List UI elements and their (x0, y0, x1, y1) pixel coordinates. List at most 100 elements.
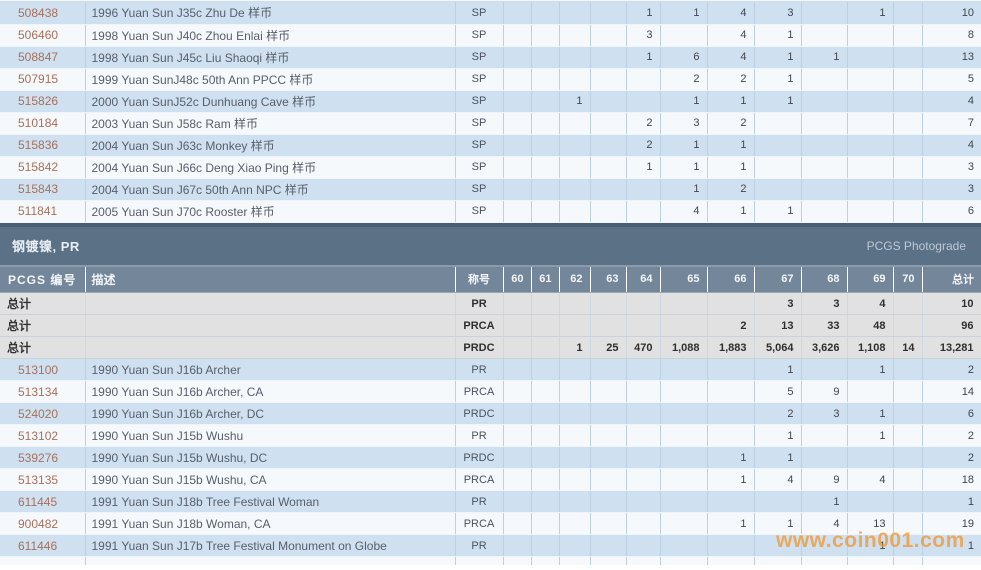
grade-60-cell (503, 314, 532, 337)
table-row: 513102 1990 Yuan Sun J15b Wushu PR 1 1 2 (0, 424, 981, 447)
col-header-grade-70: 70 (893, 266, 923, 293)
grade-65-cell: 1,088 (660, 336, 708, 359)
pcgs-number-link[interactable]: 611446 (0, 534, 86, 557)
pcgs-number-link[interactable]: 900482 (0, 512, 86, 535)
table-row: 611446 1991 Yuan Sun J17b Tree Festival M… (0, 534, 981, 557)
coin-description: 1990 Yuan Sun J15b Wushu, DC (85, 446, 456, 469)
grade-66-cell (707, 380, 755, 403)
grade-66-cell: 1 (707, 156, 755, 179)
grade-67-cell: 5,064 (754, 336, 802, 359)
grade-61-cell (531, 178, 560, 201)
grade-60-cell (503, 380, 532, 403)
grade-70-cell (893, 134, 923, 157)
grade-63-cell (590, 24, 627, 47)
grade-70-cell (893, 46, 923, 69)
grade-61-cell (531, 314, 560, 337)
grade-60-cell (503, 46, 532, 69)
pcgs-number-link[interactable]: 508847 (0, 46, 86, 69)
designation-cell: SP (455, 68, 504, 91)
grade-68-cell (801, 424, 848, 447)
pcgs-number-link[interactable]: 515842 (0, 156, 86, 179)
pcgs-number-link[interactable]: 515836 (0, 134, 86, 157)
table-row: 539276 1990 Yuan Sun J15b Wushu, DC PRDC 1 1… (0, 446, 981, 469)
grade-69-cell: 1 (847, 358, 894, 381)
empty-cell (531, 556, 560, 565)
pcgs-number-link[interactable]: 513100 (0, 358, 86, 381)
coin-description: 2004 Yuan Sun J66c Deng Xiao Ping 样币 (85, 156, 456, 179)
grade-65-cell (660, 424, 708, 447)
grade-69-cell (847, 112, 894, 135)
grade-61-cell (531, 446, 560, 469)
grade-64-cell: 1 (626, 46, 661, 69)
grade-64-cell: 470 (626, 336, 661, 359)
table-row: 508847 1998 Yuan Sun J45c Liu Shaoqi 样币 SP… (0, 46, 981, 69)
grade-67-cell: 1 (754, 358, 802, 381)
grade-69-cell (847, 134, 894, 157)
coin-description: 1990 Yuan Sun J16b Archer, DC (85, 402, 456, 425)
sp-section-table: 508438 1996 Yuan Sun J35c Zhu De 样币 SP 1 1 4 3… (0, 2, 981, 223)
grade-61-cell (531, 468, 560, 491)
coin-description (85, 292, 456, 315)
section-title: 钢镀镍, PR (12, 239, 80, 254)
pcgs-number-link[interactable]: 611445 (0, 490, 86, 513)
grade-62-cell (559, 402, 591, 425)
col-header-grade-69: 69 (847, 266, 894, 293)
table-row: 511841 2005 Yuan Sun J70c Rooster 样币 SP 4 1 1… (0, 200, 981, 223)
grade-60-cell (503, 90, 532, 113)
grade-64-cell (626, 292, 661, 315)
grade-66-cell (707, 292, 755, 315)
grade-67-cell (754, 534, 802, 557)
empty-cell (922, 556, 981, 565)
table-row: 513100 1990 Yuan Sun J16b Archer PR 1 1 2 (0, 358, 981, 381)
designation-cell: SP (455, 112, 504, 135)
empty-cell (559, 556, 591, 565)
pcgs-number-link[interactable]: 506460 (0, 24, 86, 47)
empty-cell (847, 556, 894, 565)
grade-67-cell (754, 134, 802, 157)
grade-61-cell (531, 380, 560, 403)
pcgs-number-link[interactable]: 510184 (0, 112, 86, 135)
grade-65-cell: 4 (660, 200, 708, 223)
grade-63-cell (590, 424, 627, 447)
grade-62-cell (559, 468, 591, 491)
pcgs-number-link[interactable]: 539276 (0, 446, 86, 469)
pcgs-number-link[interactable]: 513102 (0, 424, 86, 447)
table-row: 513135 1990 Yuan Sun J15b Wushu, CA PRCA 1 4… (0, 468, 981, 491)
grade-66-cell (707, 358, 755, 381)
table-row: 510184 2003 Yuan Sun J58c Ram 样币 SP 2 3 2 7 (0, 112, 981, 135)
grade-66-cell: 1 (707, 512, 755, 535)
grade-61-cell (531, 112, 560, 135)
grade-69-cell: 1 (847, 534, 894, 557)
total-cell: 2 (922, 446, 981, 469)
grade-63-cell (590, 534, 627, 557)
total-cell: 10 (922, 292, 981, 315)
designation-cell: SP (455, 178, 504, 201)
grade-65-cell (660, 468, 708, 491)
pcgs-number-link[interactable]: 513135 (0, 468, 86, 491)
coin-description: 2004 Yuan Sun J67c 50th Ann NPC 样币 (85, 178, 456, 201)
col-header-grade-67: 67 (754, 266, 802, 293)
pcgs-number-link[interactable]: 513134 (0, 380, 86, 403)
pcgs-number-link[interactable]: 515843 (0, 178, 86, 201)
pcgs-number-link[interactable]: 515826 (0, 90, 86, 113)
grade-62-cell (559, 490, 591, 513)
coin-description: 1990 Yuan Sun J16b Archer, CA (85, 380, 456, 403)
grade-61-cell (531, 2, 560, 25)
grade-69-cell (847, 24, 894, 47)
coin-description: 1998 Yuan Sun J45c Liu Shaoqi 样币 (85, 46, 456, 69)
total-cell: 14 (922, 380, 981, 403)
table-row: 611445 1991 Yuan Sun J18b Tree Festival W… (0, 490, 981, 513)
grade-66-cell: 4 (707, 2, 755, 25)
grade-66-cell: 2 (707, 112, 755, 135)
table-row: 515836 2004 Yuan Sun J63c Monkey 样币 SP 2 1 1 4 (0, 134, 981, 157)
pcgs-number-link[interactable]: 508438 (0, 2, 86, 25)
pcgs-number-link[interactable]: 511841 (0, 200, 86, 223)
coin-description (85, 314, 456, 337)
grade-67-cell: 1 (754, 512, 802, 535)
grade-62-cell (559, 2, 591, 25)
pcgs-number-link[interactable]: 524020 (0, 402, 86, 425)
grade-62-cell (559, 112, 591, 135)
pcgs-number-link[interactable]: 507915 (0, 68, 86, 91)
photograde-link[interactable]: PCGS Photograde (866, 238, 966, 253)
total-cell: 19 (922, 512, 981, 535)
